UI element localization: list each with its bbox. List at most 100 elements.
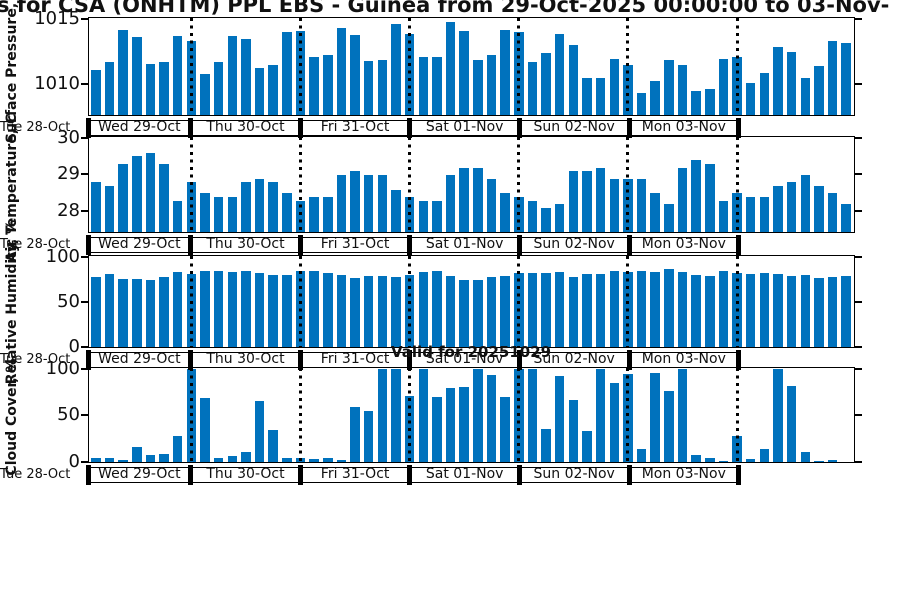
pressure-bar xyxy=(432,57,442,115)
day-boundary-tick xyxy=(407,350,413,370)
cloud-cover-bar xyxy=(582,431,592,462)
cloud-cover-bar xyxy=(445,387,456,462)
cloud-cover-bar xyxy=(541,428,551,462)
figure-title: s for CSA (ONHTM) PPL EBS - Guinea from … xyxy=(0,0,890,17)
x-origin-label: Tue 28-Oct xyxy=(0,467,71,482)
day-boundary-tick xyxy=(736,118,742,138)
temperature-bar xyxy=(745,197,756,232)
cloud-cover-bar xyxy=(268,430,278,462)
humidity-bar xyxy=(132,278,142,347)
temperature-bar xyxy=(500,193,510,232)
day-boundary-gridline xyxy=(408,137,412,232)
day-boundary-tick xyxy=(626,350,632,370)
y-tick-mark xyxy=(855,300,862,303)
temperature-bar xyxy=(609,178,619,232)
y-tick-label: 28 xyxy=(57,200,80,222)
humidity-bar xyxy=(841,275,851,347)
y-tick-label: 0 xyxy=(68,335,80,357)
y-tick-label: 1010 xyxy=(34,73,80,95)
humidity-bar xyxy=(432,271,442,347)
temperature-bar xyxy=(254,178,265,232)
temperature-bar xyxy=(391,189,401,232)
day-boundary-gridline xyxy=(517,137,521,232)
temperature-bar xyxy=(445,174,456,232)
pressure-bar xyxy=(786,51,797,115)
temperature-bar xyxy=(227,197,237,232)
temperature-bar xyxy=(432,200,442,232)
day-boundary-tick xyxy=(188,235,194,255)
day-label-box: Fri 31-Oct xyxy=(300,467,410,483)
y-tick-label: 1015 xyxy=(34,7,80,29)
temperature-bar xyxy=(200,193,210,232)
y-tick-mark xyxy=(855,136,862,139)
humidity-bar xyxy=(445,275,456,347)
day-boundary-gridline xyxy=(735,256,739,347)
pressure-bar xyxy=(759,72,770,115)
day-boundary-tick xyxy=(516,118,522,138)
humidity-bar xyxy=(350,277,360,347)
humidity-bar xyxy=(200,271,210,347)
day-label-box: Sun 02-Nov xyxy=(519,467,629,483)
y-tick-mark xyxy=(81,255,88,258)
temperature-bar xyxy=(664,204,674,232)
y-tick-mark xyxy=(855,345,862,348)
humidity-bar xyxy=(336,275,347,347)
pressure-bar xyxy=(200,74,210,115)
day-boundary-gridline xyxy=(626,256,630,347)
y-tick-mark xyxy=(81,210,88,213)
y-tick-label: 0 xyxy=(68,450,80,472)
temperature-bar xyxy=(636,178,647,232)
humidity-bar xyxy=(827,276,838,347)
day-label-box: Fri 31-Oct xyxy=(300,237,410,253)
humidity-bar xyxy=(159,276,169,347)
day-label-box: Fri 31-Oct xyxy=(300,120,410,136)
cloud-cover-bar xyxy=(213,458,224,462)
cloud-cover-bar xyxy=(391,369,401,462)
day-label-box: Mon 03-Nov xyxy=(629,237,739,253)
day-boundary-gridline xyxy=(408,256,412,347)
plot-area-temperature xyxy=(88,136,855,233)
cloud-cover-bar xyxy=(254,400,265,462)
pressure-bar xyxy=(323,54,333,115)
pressure-bar xyxy=(841,42,851,115)
humidity-bar xyxy=(309,270,319,347)
humidity-bar xyxy=(650,272,660,347)
humidity-bar xyxy=(595,274,606,347)
day-label-box: Sat 01-Nov xyxy=(409,467,520,483)
cloud-cover-bar xyxy=(104,458,115,462)
temperature-bar xyxy=(568,171,579,232)
pressure-bar xyxy=(227,36,237,115)
plot-area-pressure xyxy=(88,17,855,116)
day-label-box: Mon 03-Nov xyxy=(629,467,739,483)
temperature-bar xyxy=(459,167,469,232)
y-tick-mark xyxy=(855,367,862,370)
humidity-bar xyxy=(227,272,237,347)
temperature-bar xyxy=(377,174,388,232)
pressure-bar xyxy=(745,83,756,115)
cloud-cover-bar xyxy=(568,399,579,462)
day-boundary-tick xyxy=(297,465,303,485)
y-tick-mark xyxy=(855,255,862,258)
day-boundary-tick xyxy=(626,118,632,138)
day-boundary-tick xyxy=(626,465,632,485)
temperature-bar xyxy=(759,197,770,232)
temperature-bar xyxy=(350,171,360,232)
humidity-bar xyxy=(814,277,824,347)
humidity-bar xyxy=(759,273,770,347)
humidity-bar xyxy=(377,275,388,347)
cloud-cover-bar xyxy=(132,447,142,462)
day-label-box: Thu 30-Oct xyxy=(190,237,301,253)
temperature-bar xyxy=(677,167,688,232)
cloud-cover-bar xyxy=(336,460,347,462)
pressure-bar xyxy=(268,65,278,115)
temperature-bar xyxy=(309,197,319,232)
cloud-cover-bar xyxy=(677,369,688,462)
temperature-bar xyxy=(104,185,115,232)
day-boundary-tick xyxy=(85,350,91,370)
day-boundary-tick xyxy=(407,235,413,255)
day-boundary-gridline xyxy=(626,368,630,462)
cloud-cover-bar xyxy=(486,374,497,462)
humidity-bar xyxy=(254,273,265,347)
pressure-bar xyxy=(705,88,715,115)
